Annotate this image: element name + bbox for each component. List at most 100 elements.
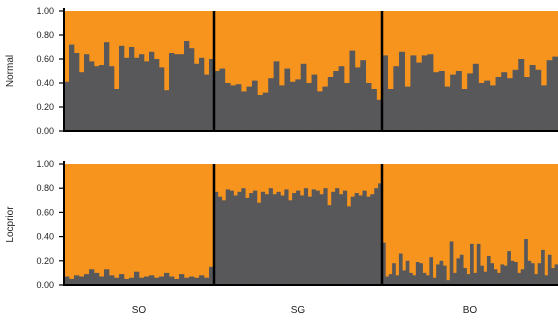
bar-bo-19 <box>442 265 447 285</box>
bar-bo-5 <box>395 275 400 285</box>
bar-sg-7 <box>246 86 253 131</box>
bar-so-29 <box>204 74 210 131</box>
bar-sg-40 <box>366 196 371 285</box>
bar-sg-17 <box>300 63 307 131</box>
bar-sg-38 <box>358 195 363 285</box>
bar-sg-11 <box>253 190 258 285</box>
bar-bo-26 <box>523 77 530 131</box>
bar-bo-4 <box>399 51 406 131</box>
bar-sg-25 <box>344 83 350 131</box>
group-label-so: SO <box>132 305 147 316</box>
bar-bo-31 <box>483 271 488 285</box>
bar-so-18 <box>149 51 155 131</box>
bar-sg-22 <box>327 77 334 131</box>
bar-bo-29 <box>476 243 481 285</box>
y-tick-label: 0.40 <box>36 78 54 88</box>
bar-bo-42 <box>520 269 525 285</box>
bar-bo-2 <box>387 89 394 131</box>
bar-sg-9 <box>257 95 264 131</box>
y-tick-label: 0.40 <box>36 232 54 242</box>
bar-sg-13 <box>279 85 285 131</box>
panel-normal: 1.00 0.80 0.60 0.40 0.20 0.00 Normal <box>5 6 558 136</box>
bar-so-28 <box>199 57 205 131</box>
bar-bo-26 <box>466 274 471 285</box>
bar-sg-4 <box>230 85 236 131</box>
bar-sg-36 <box>350 196 355 285</box>
bar-bo-24 <box>459 254 464 285</box>
y-tick-label: 0.00 <box>36 280 54 290</box>
bar-sg-37 <box>354 193 359 285</box>
y-tick-label: 0.00 <box>36 126 54 136</box>
bar-so-25 <box>184 277 190 285</box>
bar-bo-25 <box>463 268 467 285</box>
bar-bo-46 <box>534 274 538 285</box>
bar-so-19 <box>154 59 160 131</box>
bar-bo-3 <box>388 274 393 285</box>
y-tick-label: 0.80 <box>36 30 54 40</box>
bar-so-7 <box>94 66 100 131</box>
bar-bo-18 <box>478 83 485 131</box>
bar-bo-40 <box>514 262 518 285</box>
panel-locprior: 1.00 0.80 0.60 0.40 0.20 0.00 Locprior <box>5 159 558 290</box>
bar-bo-20 <box>489 85 496 131</box>
bar-bo-5 <box>404 86 411 131</box>
group-label-sg: SG <box>291 305 306 316</box>
bar-so-21 <box>164 272 170 285</box>
bar-sg-26 <box>349 50 356 131</box>
bar-so-15 <box>134 57 140 131</box>
bar-so-16 <box>139 54 145 132</box>
bar-bo-19 <box>484 80 491 131</box>
bar-bo-30 <box>480 265 484 285</box>
bar-so-11 <box>114 89 120 131</box>
bar-bo-10 <box>412 275 417 285</box>
bar-so-24 <box>179 274 185 285</box>
bar-bo-12 <box>444 86 451 131</box>
bar-bo-1 <box>382 242 386 285</box>
bar-sg-28 <box>319 194 324 285</box>
bar-bo-9 <box>427 54 434 132</box>
bar-bo-29 <box>540 85 547 131</box>
bar-bo-16 <box>432 277 437 285</box>
bar-sg-19 <box>284 189 289 285</box>
bar-so-24 <box>179 54 185 132</box>
bar-bo-50 <box>547 254 552 285</box>
group-labels: SO SG BO <box>132 305 478 316</box>
bar-so-14 <box>129 47 135 131</box>
bar-bo-21 <box>495 77 502 131</box>
bar-bo-35 <box>497 272 501 285</box>
y-tick-label: 1.00 <box>36 6 54 16</box>
bar-bo-7 <box>402 270 406 285</box>
bar-sg-43 <box>378 183 383 285</box>
bar-bo-13 <box>422 272 427 285</box>
bar-bo-28 <box>473 272 478 285</box>
bar-so-20 <box>159 276 165 285</box>
bar-sg-32 <box>335 188 340 285</box>
bar-sg-10 <box>262 92 269 131</box>
bar-bo-3 <box>393 66 400 131</box>
bar-bo-17 <box>436 264 440 285</box>
bar-sg-28 <box>360 60 367 132</box>
bar-bo-21 <box>449 241 454 285</box>
bar-sg-22 <box>296 190 301 285</box>
bar-sg-2 <box>217 196 223 285</box>
bar-bo-30 <box>546 60 553 132</box>
bar-sg-8 <box>241 188 246 285</box>
bar-bo-7 <box>416 62 423 131</box>
bar-sg-39 <box>362 190 367 285</box>
bar-bo-39 <box>510 260 515 285</box>
bar-bo-16 <box>467 73 474 131</box>
bar-so-19 <box>154 277 160 285</box>
bar-bo-17 <box>472 63 479 131</box>
bar-bo-10 <box>433 72 440 131</box>
bar-sg-8 <box>251 80 258 131</box>
bar-sg-9 <box>245 197 250 285</box>
bar-sg-6 <box>241 91 247 131</box>
bar-bo-6 <box>410 55 417 131</box>
bar-bo-27 <box>470 243 474 285</box>
bar-so-5 <box>84 54 90 132</box>
bar-so-27 <box>194 63 200 131</box>
bar-bo-23 <box>506 78 513 131</box>
bar-sg-20 <box>288 200 293 285</box>
bar-sg-20 <box>316 91 323 131</box>
bar-so-13 <box>124 57 130 131</box>
